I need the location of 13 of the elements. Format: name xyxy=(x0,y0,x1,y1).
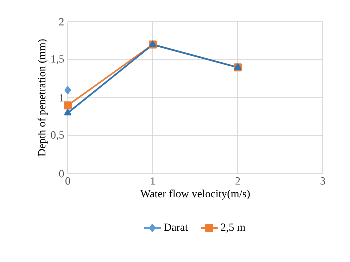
legend-label: Darat xyxy=(164,224,188,232)
legend-label: 2,5 m xyxy=(221,224,246,233)
y-tick-label: 1,5 xyxy=(52,56,64,64)
y-tick-label: 2 xyxy=(59,18,64,26)
x-tick-label: 3 xyxy=(320,178,326,185)
y-tick-label: 1 xyxy=(60,94,64,102)
y-tick-label: 0 xyxy=(59,170,64,178)
y-axis-title: Depth of penetration (mm) xyxy=(38,40,48,157)
x-tick-label: 1 xyxy=(151,178,156,185)
x-tick-label: 0 xyxy=(66,178,70,185)
y-tick-label: 0,5 xyxy=(51,132,64,140)
x-axis-title: Water flow velocity(m/s) xyxy=(140,190,250,200)
x-tick-label: 2 xyxy=(236,178,240,185)
